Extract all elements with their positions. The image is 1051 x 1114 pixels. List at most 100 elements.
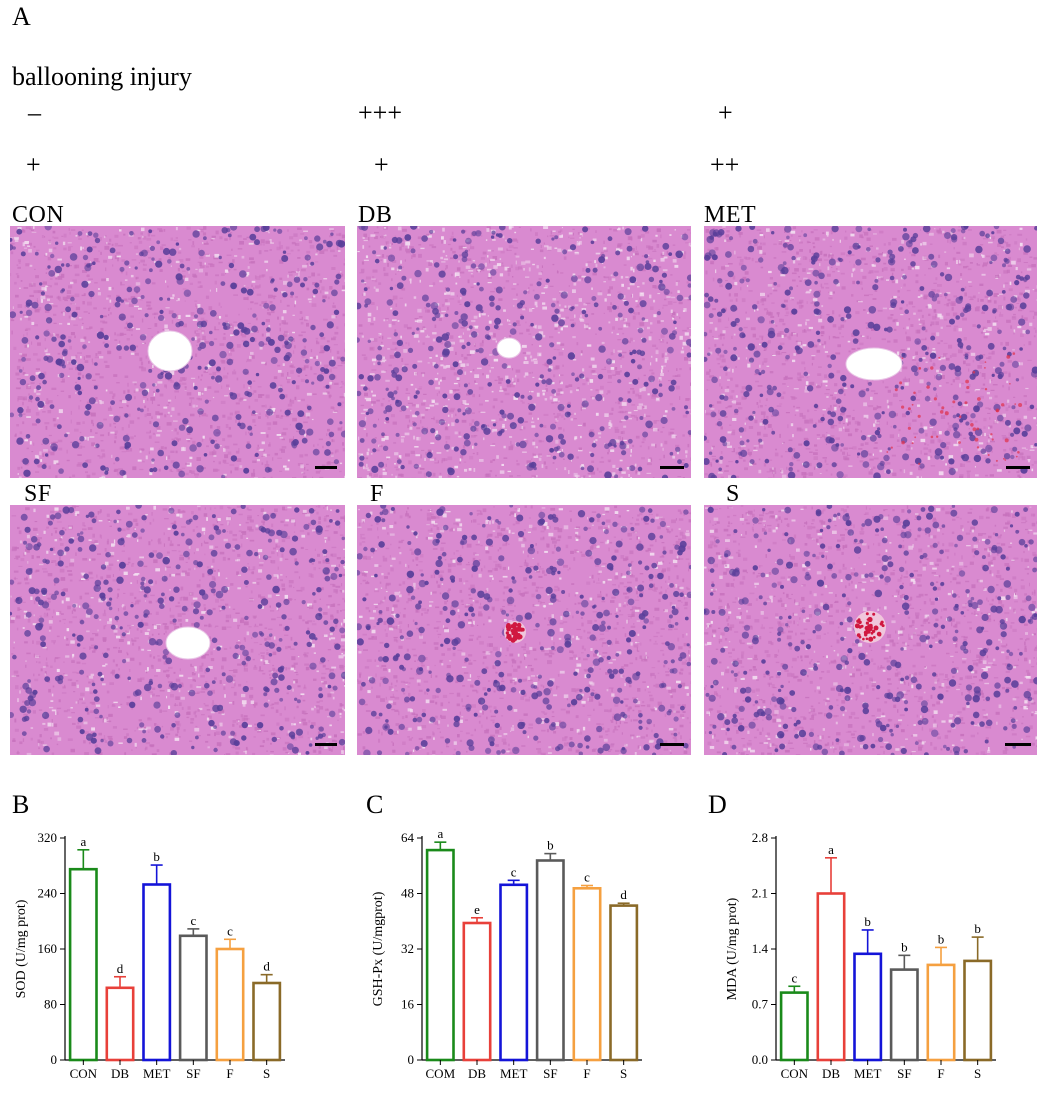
y-tick-label: 2.1 [752, 886, 768, 901]
x-tick-label: MET [143, 1066, 171, 1081]
bar-con [70, 869, 96, 1060]
significance-letter: d [620, 887, 627, 902]
x-tick-label: S [620, 1066, 627, 1081]
micrograph-con [10, 226, 345, 478]
bar-f [928, 965, 954, 1060]
bar-sf [537, 861, 563, 1061]
score-met: + [718, 98, 733, 128]
significance-letter: b [153, 849, 160, 864]
y-tick-label: 32 [401, 941, 414, 956]
x-tick-label: SF [543, 1066, 557, 1081]
bar-met [855, 954, 881, 1060]
panel-d-letter: D [708, 790, 727, 820]
significance-letter: b [938, 931, 945, 946]
y-tick-label: 64 [401, 830, 415, 845]
scale-bar-sf [315, 743, 337, 746]
bar-db [464, 923, 490, 1060]
bar-sf [891, 970, 917, 1060]
significance-letter: b [547, 838, 554, 853]
image-label-s: S [726, 481, 740, 508]
x-tick-label: F [583, 1066, 590, 1081]
x-tick-label: CON [70, 1066, 98, 1081]
bar-f [217, 949, 243, 1060]
significance-letter: a [80, 834, 86, 849]
y-tick-label: 160 [38, 941, 58, 956]
bar-db [107, 988, 133, 1060]
bar-s [254, 983, 280, 1060]
score-sf: + [26, 150, 41, 180]
significance-letter: b [974, 921, 981, 936]
x-tick-label: DB [822, 1066, 840, 1081]
x-tick-label: CON [781, 1066, 809, 1081]
significance-letter: e [474, 902, 480, 917]
y-tick-label: 16 [401, 997, 415, 1012]
y-axis-label: GSH-Px (U/mgprot) [371, 891, 386, 1006]
panel-c-letter: C [366, 790, 383, 820]
panel-b-letter: B [12, 790, 29, 820]
image-label-db: DB [358, 202, 392, 229]
y-tick-label: 0.7 [752, 997, 769, 1012]
y-axis-label: MDA (U/mg prot) [725, 897, 740, 1000]
bar-met [144, 885, 170, 1061]
bar-sf [180, 936, 206, 1060]
bar-s [965, 961, 991, 1060]
x-tick-label: F [937, 1066, 944, 1081]
scale-bar-con [315, 466, 337, 469]
score-con: – [28, 98, 41, 128]
micrograph-f [357, 505, 691, 755]
x-tick-label: SF [897, 1066, 911, 1081]
image-label-met: MET [704, 202, 756, 229]
y-tick-label: 0.0 [752, 1052, 768, 1067]
score-s: ++ [710, 150, 739, 180]
significance-letter: c [584, 870, 590, 885]
image-label-sf: SF [24, 481, 52, 508]
y-tick-label: 1.4 [752, 941, 769, 956]
bar-db [818, 894, 844, 1061]
x-tick-label: SF [186, 1066, 200, 1081]
image-label-f: F [370, 481, 384, 508]
bar-met [501, 885, 527, 1060]
scale-bar-db [660, 466, 684, 469]
x-tick-label: MET [854, 1066, 882, 1081]
bar-con [781, 993, 807, 1060]
x-tick-label: COM [426, 1066, 456, 1081]
x-tick-label: S [974, 1066, 981, 1081]
y-tick-label: 0 [408, 1052, 415, 1067]
y-tick-label: 240 [38, 886, 58, 901]
scale-bar-f [660, 743, 684, 746]
bar-f [574, 888, 600, 1060]
significance-letter: d [263, 959, 270, 974]
bar-com [427, 850, 453, 1060]
significance-letter: d [117, 961, 124, 976]
chart-sod: 0 80 160 240 320 SOD (U/mg prot) a CON d DB b MET c S… [0, 820, 340, 1109]
micrograph-met [704, 226, 1037, 478]
y-axis-label: SOD (U/mg prot) [14, 899, 29, 998]
score-db: +++ [358, 98, 402, 128]
y-tick-label: 80 [44, 997, 57, 1012]
panel-a-letter: A [12, 2, 31, 32]
y-tick-label: 48 [401, 886, 414, 901]
x-tick-label: S [263, 1066, 270, 1081]
micrograph-s [704, 505, 1037, 755]
significance-letter: c [227, 923, 233, 938]
bar-s [611, 906, 637, 1060]
y-tick-label: 2.8 [752, 830, 768, 845]
significance-letter: b [864, 914, 871, 929]
x-tick-label: MET [500, 1066, 528, 1081]
y-tick-label: 0 [51, 1052, 58, 1067]
y-tick-label: 320 [38, 830, 58, 845]
micrograph-sf [10, 505, 345, 755]
ballooning-title: ballooning injury [12, 62, 192, 92]
significance-letter: c [791, 970, 797, 985]
significance-letter: a [828, 842, 834, 857]
micrograph-db [357, 226, 691, 478]
scale-bar-met [1006, 466, 1030, 469]
score-f: + [374, 150, 389, 180]
significance-letter: c [190, 913, 196, 928]
chart-mda: 0.0 0.7 1.4 2.1 2.8 MDA (U/mg prot) c CON a DB b ME… [698, 820, 1038, 1109]
scale-bar-s [1005, 743, 1031, 746]
significance-letter: a [437, 826, 443, 841]
significance-letter: c [511, 864, 517, 879]
x-tick-label: DB [111, 1066, 129, 1081]
